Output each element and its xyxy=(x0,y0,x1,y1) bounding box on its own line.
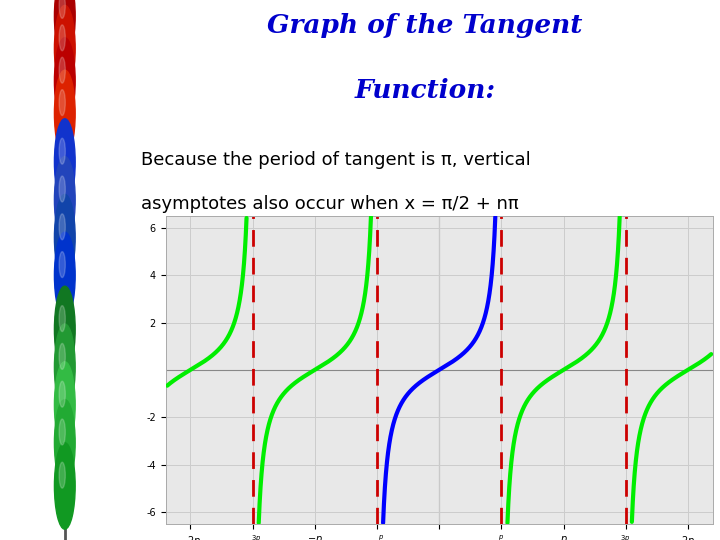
Circle shape xyxy=(55,443,75,529)
Text: Because the period of tangent is π, vertical: Because the period of tangent is π, vert… xyxy=(141,151,531,170)
Circle shape xyxy=(55,119,75,205)
Circle shape xyxy=(59,176,66,202)
Circle shape xyxy=(55,324,75,410)
Circle shape xyxy=(55,362,75,448)
Circle shape xyxy=(55,0,75,59)
Circle shape xyxy=(59,90,66,116)
Circle shape xyxy=(55,286,75,373)
Circle shape xyxy=(55,5,75,92)
Circle shape xyxy=(59,0,66,18)
Circle shape xyxy=(59,214,66,240)
Circle shape xyxy=(55,70,75,157)
Circle shape xyxy=(55,38,75,124)
Circle shape xyxy=(59,252,66,278)
Circle shape xyxy=(55,400,75,486)
Circle shape xyxy=(59,419,66,445)
Circle shape xyxy=(59,306,66,332)
Circle shape xyxy=(55,232,75,319)
Text: Graph of the Tangent: Graph of the Tangent xyxy=(267,13,582,38)
Circle shape xyxy=(55,194,75,281)
Circle shape xyxy=(55,157,75,243)
Text: asymptotes also occur when x = π/2 + nπ: asymptotes also occur when x = π/2 + nπ xyxy=(141,195,519,213)
Circle shape xyxy=(59,57,66,83)
Circle shape xyxy=(59,381,66,407)
Circle shape xyxy=(59,462,66,488)
Circle shape xyxy=(59,25,66,51)
Circle shape xyxy=(59,138,66,164)
Text: Function:: Function: xyxy=(354,78,495,103)
Circle shape xyxy=(59,343,66,369)
